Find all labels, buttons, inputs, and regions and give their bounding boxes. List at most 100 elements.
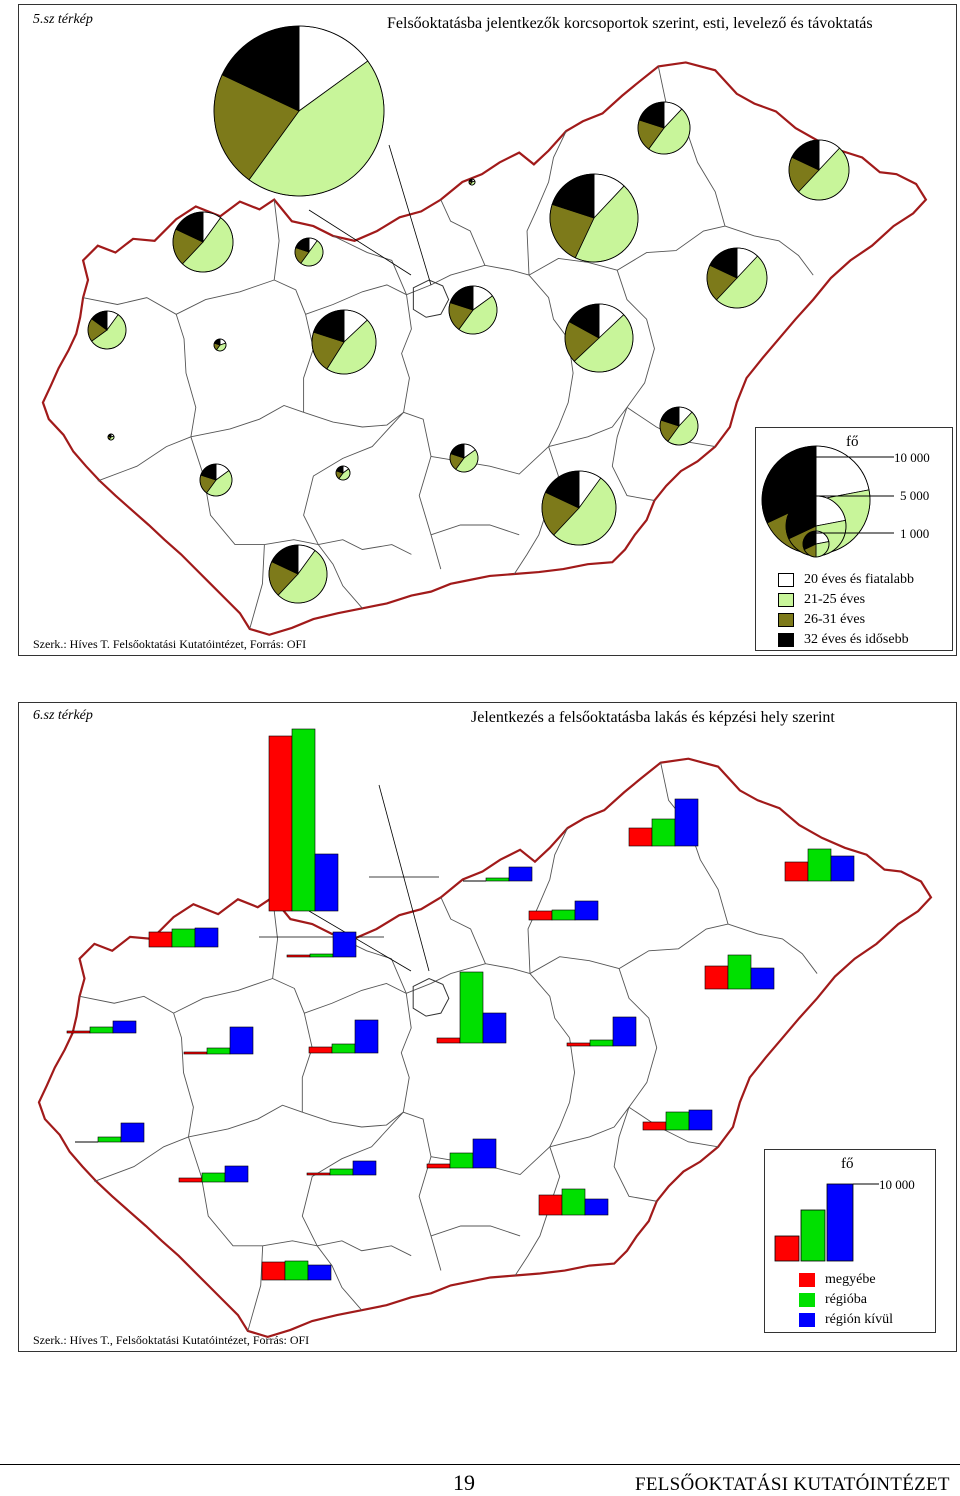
pie-outline: [294, 237, 324, 267]
legend-item-label: régión kívül: [825, 1312, 894, 1327]
bar: [306, 1172, 331, 1176]
county-border: [528, 274, 569, 340]
region-pie: [311, 309, 377, 375]
county-border: [303, 411, 404, 545]
county-border: [657, 66, 726, 227]
county-border: [264, 539, 412, 555]
bar: [178, 1177, 203, 1183]
region-pie: [172, 211, 234, 273]
county-border: [548, 338, 574, 447]
legend-item-label: 32 éves és idősebb: [804, 632, 909, 647]
county-border: [317, 544, 363, 609]
bar: [331, 1043, 356, 1054]
region-bars: [463, 866, 533, 882]
region-pie: [213, 338, 227, 352]
leader-line: [378, 784, 430, 972]
county-border: [548, 407, 628, 448]
region-bars: [75, 1122, 145, 1143]
legend-unit: fő: [846, 434, 859, 450]
bar: [449, 1152, 474, 1169]
bar: [194, 927, 219, 948]
leader-line: [308, 209, 412, 276]
county-border: [83, 297, 177, 315]
county-border: [400, 993, 412, 1113]
bar: [589, 1039, 614, 1047]
region-bars: [528, 900, 599, 921]
map-legend: fő 10 000 5 000 1 000 20 éves és fiatala…: [755, 427, 953, 651]
legend-swatch: [778, 593, 794, 607]
county-border: [303, 411, 404, 428]
region-pie: [659, 406, 699, 446]
pie-outline: [449, 443, 479, 473]
region-bars: [784, 848, 855, 882]
bar: [120, 1122, 145, 1143]
region-pie: [199, 463, 233, 497]
county-border: [79, 995, 174, 1014]
bar: [286, 954, 311, 958]
legend-item-region: régióba: [799, 1292, 867, 1308]
legend-bar-green: [800, 1209, 826, 1262]
bar: [807, 848, 832, 882]
bar: [485, 877, 510, 882]
pie-outline: [468, 178, 476, 186]
pie-outline: [541, 470, 617, 546]
map-legend: fő 10 000 megyébe régióba régión kívül: [764, 1149, 936, 1333]
bar: [148, 931, 173, 948]
region-pie: [564, 303, 634, 373]
region-pie: [449, 443, 479, 473]
bar: [268, 735, 293, 912]
county-border: [190, 436, 265, 546]
bar: [426, 1163, 451, 1169]
hungary-map-pies: [41, 25, 928, 636]
footer-rule: [0, 1464, 960, 1465]
bar: [171, 928, 196, 948]
bar: [651, 818, 676, 847]
county-border: [611, 407, 655, 501]
county-border: [302, 1111, 404, 1128]
pie-outline: [199, 463, 233, 497]
pie-slice: [815, 541, 830, 558]
region-pie: [637, 101, 691, 155]
legend-item-age-32: 32 éves és idősebb: [778, 632, 909, 648]
bar: [329, 1168, 354, 1176]
region-pie: [541, 470, 617, 546]
bar: [183, 1051, 208, 1055]
county-border: [440, 199, 486, 266]
bar: [307, 1264, 332, 1281]
bar: [89, 1026, 114, 1034]
bar: [750, 967, 775, 990]
county-border: [247, 1245, 264, 1332]
county-border: [406, 963, 531, 994]
legend-item-label: régióba: [825, 1292, 867, 1307]
bar: [314, 853, 339, 912]
region-bars: [286, 931, 357, 958]
county-border: [403, 1111, 442, 1271]
bar: [472, 1138, 497, 1169]
pie-outline: [213, 25, 385, 197]
pie-outline: [335, 465, 351, 481]
map-title: Felsőoktatásba jelentkezők korcsoportok …: [387, 15, 873, 32]
map-title: Jelentkezés a felsőoktatásba lakás és ké…: [471, 709, 835, 726]
region-bars: [642, 1109, 713, 1131]
residence-training-map-panel: 6.sz térkép Jelentkezés a felsőoktatásba…: [18, 702, 957, 1352]
bar: [612, 1016, 637, 1047]
pie-outline: [172, 211, 234, 273]
budapest-border: [412, 279, 450, 318]
region-bars: [261, 1260, 332, 1281]
bar: [688, 1109, 713, 1131]
legend-swatch: [778, 613, 794, 627]
county-border: [724, 225, 814, 276]
pie-outline: [706, 247, 768, 309]
county-border: [628, 1106, 719, 1148]
legend-bar-blue: [826, 1183, 854, 1262]
bar: [628, 827, 653, 847]
legend-item-age-26-31: 26-31 éves: [778, 612, 865, 628]
region-bars: [268, 728, 339, 912]
county-border: [403, 411, 442, 570]
bar: [97, 1136, 122, 1143]
page-number: 19: [453, 1470, 475, 1495]
county-border: [430, 1225, 521, 1237]
pie-outline: [659, 406, 699, 446]
pie-outline: [213, 338, 227, 352]
legend-swatch: [778, 573, 794, 587]
